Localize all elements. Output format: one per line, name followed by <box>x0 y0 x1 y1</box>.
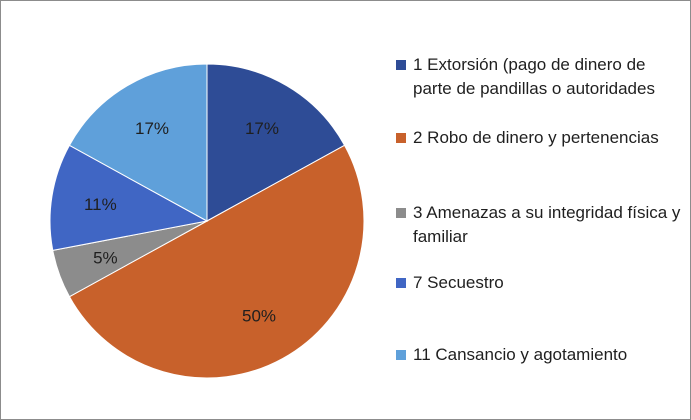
legend-swatch-extorsion <box>396 60 406 70</box>
legend-label-robo: 2 Robo de dinero y pertenencias <box>413 128 659 147</box>
legend-swatch-amenazas <box>396 208 406 218</box>
legend-swatch-cansancio <box>396 350 406 360</box>
pie-slice-cansancio <box>68 63 208 222</box>
legend-item-extorsion: 1 Extorsión (pago de dinero de parte de … <box>393 53 685 101</box>
pie-slice-robo <box>68 144 365 379</box>
legend-label-extorsion: 1 Extorsión (pago de dinero de parte de … <box>413 55 655 98</box>
legend-label-cansancio: 11 Cansancio y agotamiento <box>413 345 628 364</box>
legend-label-amenazas: 3 Amenazas a su integridad física y fami… <box>413 203 681 246</box>
legend-item-secuestro: 7 Secuestro <box>393 271 685 295</box>
legend-label-secuestro: 7 Secuestro <box>413 273 504 292</box>
pie-slice-extorsion <box>206 63 346 222</box>
slice-label-robo: 50% <box>242 307 276 326</box>
legend-swatch-robo <box>396 133 406 143</box>
pie-slice-secuestro <box>49 144 209 252</box>
legend-item-robo: 2 Robo de dinero y pertenencias <box>393 126 685 150</box>
slice-label-extorsion: 17% <box>245 119 279 138</box>
slice-label-cansancio: 17% <box>135 119 169 138</box>
slice-label-amenazas: 5% <box>93 249 118 268</box>
slice-label-secuestro: 11% <box>84 195 117 214</box>
legend-swatch-secuestro <box>396 278 406 288</box>
legend-item-amenazas: 3 Amenazas a su integridad física y fami… <box>393 201 685 249</box>
legend-item-cansancio: 11 Cansancio y agotamiento <box>393 343 685 367</box>
